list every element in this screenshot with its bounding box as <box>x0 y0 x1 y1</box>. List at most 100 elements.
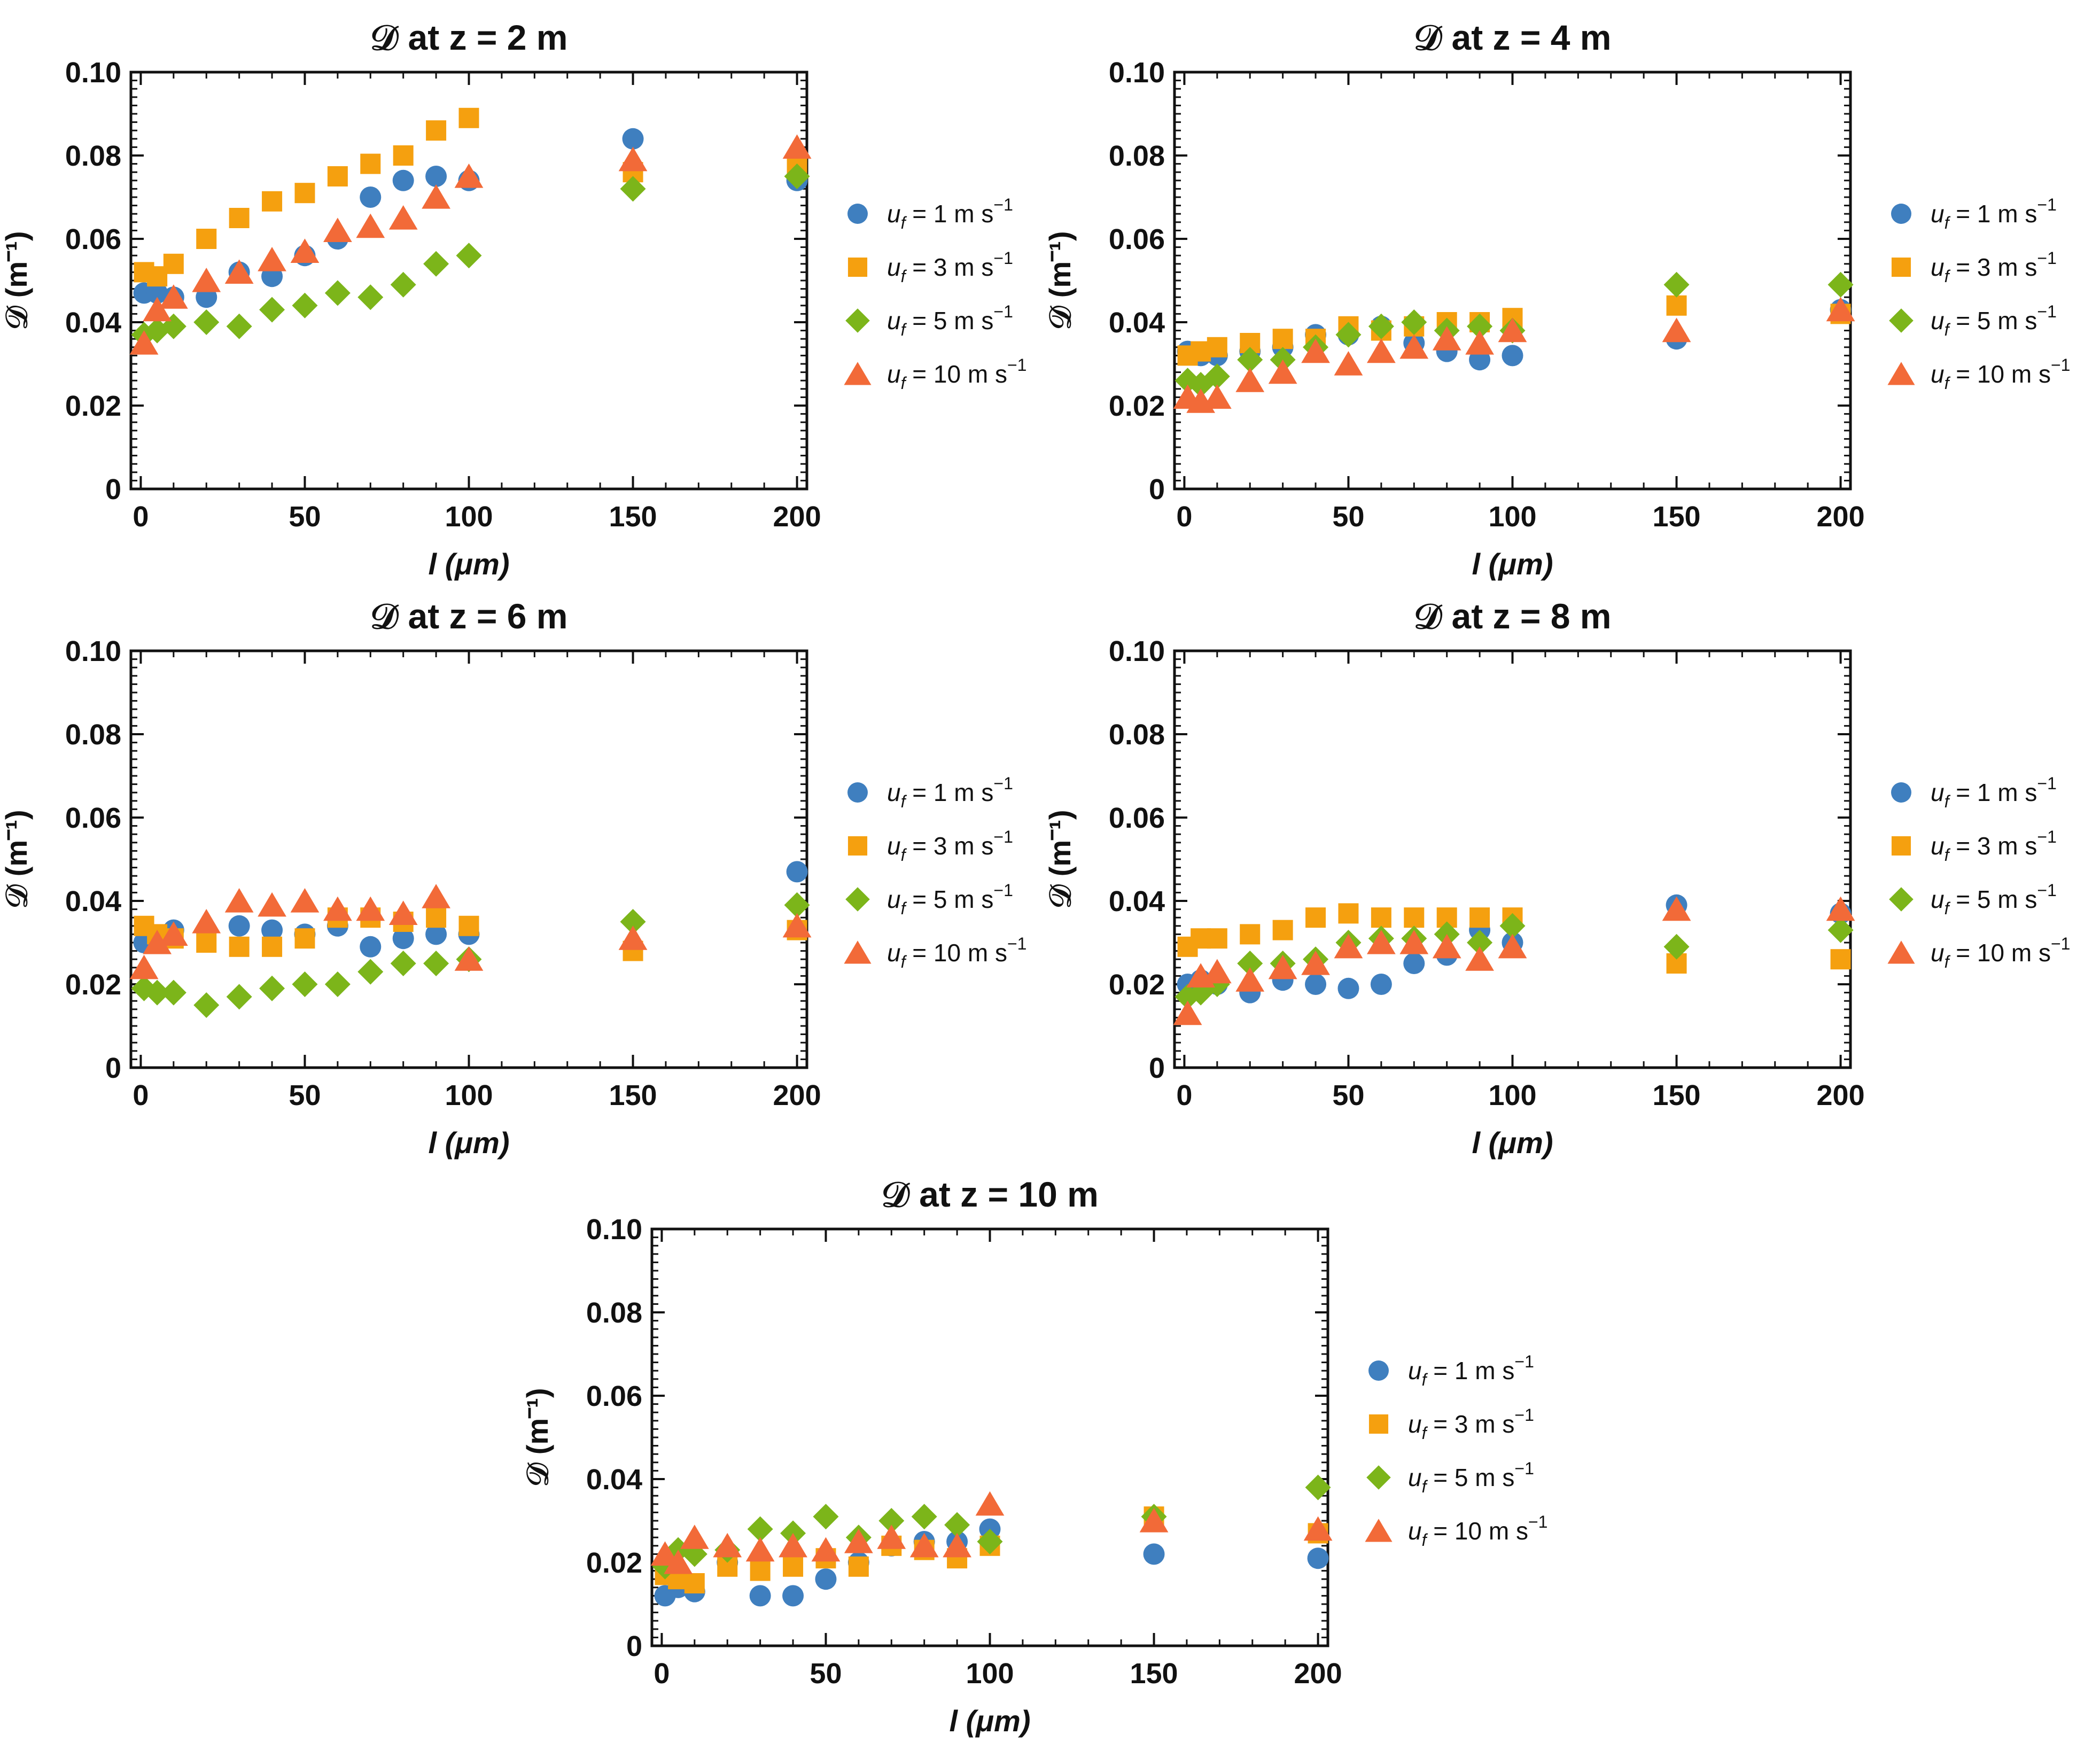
legend-sup: −1 <box>2037 195 2056 214</box>
data-point <box>1663 271 1690 298</box>
data-point <box>224 259 254 284</box>
x-tick-label: 200 <box>1817 501 1865 533</box>
data-point <box>618 925 648 950</box>
y-tick-label: 0.08 <box>1109 140 1165 172</box>
y-tick-label: 0.06 <box>586 1380 642 1412</box>
data-point <box>622 128 644 150</box>
data-point <box>192 268 221 292</box>
series-3 <box>131 164 810 348</box>
data-point <box>196 932 217 953</box>
data-point <box>360 186 382 208</box>
data-point <box>1173 1000 1202 1025</box>
legend-sup: −1 <box>1528 1512 1547 1531</box>
data-point <box>327 166 348 186</box>
data-point <box>1202 384 1232 409</box>
data-point <box>1272 920 1293 940</box>
data-point <box>456 243 482 269</box>
legend-marker <box>844 940 872 964</box>
data-point <box>323 896 352 921</box>
data-point <box>224 888 254 913</box>
data-point <box>684 1573 705 1593</box>
x-tick-label: 50 <box>810 1658 842 1690</box>
y-tick-label: 0.04 <box>1109 885 1165 917</box>
data-point <box>1207 928 1227 949</box>
minor-ticks <box>1175 72 1850 489</box>
data-point <box>1268 359 1297 384</box>
data-point <box>977 1529 1003 1554</box>
legend-label: uf = 10 m s−1 <box>887 355 1026 393</box>
data-point <box>229 936 250 957</box>
data-point <box>1469 907 1490 928</box>
data-point <box>144 979 170 1006</box>
x-axis-label: l (μm) <box>1472 547 1553 581</box>
legend-marker <box>1891 836 1911 856</box>
legend: uf = 1 m s−1 uf = 3 m s−1 uf = 5 m s−1 uf =… <box>1887 774 2070 971</box>
plot-frame <box>1173 649 1852 1069</box>
x-axis-label: l (μm) <box>429 1126 510 1160</box>
data-point <box>713 1533 742 1558</box>
y-tick-label: 0 <box>105 1052 121 1084</box>
x-tick-label: 0 <box>133 1079 149 1111</box>
data-point <box>1334 934 1363 959</box>
legend-sup: −1 <box>2037 248 2056 268</box>
data-point <box>1662 896 1691 921</box>
legend-var: u <box>1408 1464 1422 1491</box>
legend-text: = 10 m s <box>1949 939 2050 967</box>
legend-label: uf = 1 m s−1 <box>887 195 1013 232</box>
legend-label: uf = 10 m s−1 <box>1931 934 2070 971</box>
legend-var: u <box>887 832 901 860</box>
legend-text: = 10 m s <box>905 360 1007 388</box>
y-tick-label: 0.02 <box>1109 969 1165 1001</box>
data-point <box>1432 326 1461 351</box>
legend-label: uf = 1 m s−1 <box>1931 195 2057 232</box>
legend-text: = 3 m s <box>1949 832 2037 860</box>
y-tick-label: 0.08 <box>1109 719 1165 751</box>
data-point <box>163 253 184 274</box>
data-point <box>193 992 220 1018</box>
legend-var: u <box>1931 885 1945 913</box>
x-tick-label: 100 <box>445 501 493 533</box>
legend-sup: −1 <box>1514 1352 1534 1371</box>
y-axis-label: 𝒟 (m⁻¹) <box>0 810 33 908</box>
legend-marker <box>847 257 868 277</box>
data-point <box>360 153 381 174</box>
legend-sup: −1 <box>2051 934 2070 953</box>
legend-var: u <box>1931 200 1945 228</box>
legend-label: uf = 1 m s−1 <box>887 774 1013 811</box>
data-point <box>1268 954 1297 979</box>
data-point <box>747 1516 773 1542</box>
x-tick-label: 0 <box>1176 1079 1192 1111</box>
data-point <box>294 183 315 204</box>
legend-label: uf = 5 m s−1 <box>1931 302 2057 339</box>
y-tick-label: 0 <box>1149 473 1165 505</box>
legend-var: u <box>1408 1357 1422 1385</box>
legend-marker <box>1887 362 1915 385</box>
data-point <box>944 1512 970 1538</box>
data-point <box>1207 337 1227 357</box>
data-point <box>1371 907 1391 928</box>
legend-text: = 5 m s <box>1949 307 2037 335</box>
data-point <box>782 913 812 938</box>
data-point <box>229 208 250 228</box>
data-point <box>324 971 351 997</box>
data-point <box>143 930 172 954</box>
y-tick-label: 0.06 <box>65 223 121 255</box>
legend-marker <box>1887 940 1915 964</box>
legend-label: uf = 5 m s−1 <box>887 881 1013 918</box>
data-point <box>620 176 646 202</box>
legend-var: u <box>887 360 901 388</box>
legend: uf = 1 m s−1 uf = 3 m s−1 uf = 5 m s−1 uf =… <box>1365 1352 1547 1550</box>
data-point <box>292 971 318 997</box>
data-point <box>782 134 812 159</box>
legend-text: = 1 m s <box>905 779 993 806</box>
data-point <box>360 936 382 958</box>
data-point <box>1305 974 1327 995</box>
data-point <box>1366 930 1396 954</box>
data-point <box>426 907 447 928</box>
data-point <box>129 954 159 979</box>
y-tick-label: 0.10 <box>65 57 121 89</box>
data-point <box>620 909 646 935</box>
legend-sup: −1 <box>1514 1459 1534 1478</box>
legend-marker <box>1891 782 1911 803</box>
plot-frame <box>1173 71 1852 491</box>
